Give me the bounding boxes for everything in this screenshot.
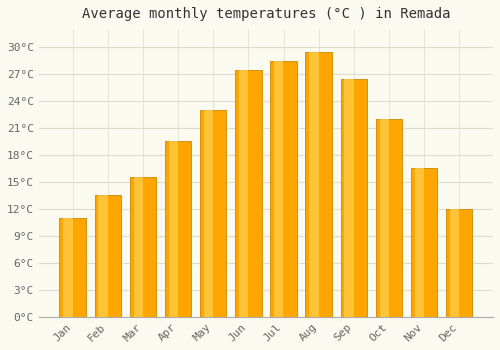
Bar (239, 70, 248, 317)
Bar (310, 51, 318, 317)
Bar (344, 78, 354, 317)
Title: Average monthly temperatures (°C ) in Remada: Average monthly temperatures (°C ) in Re… (82, 7, 450, 21)
Bar (235, 70, 262, 317)
Bar (306, 51, 332, 317)
Bar (60, 218, 86, 317)
Bar (380, 119, 389, 317)
Bar (165, 141, 191, 317)
Bar (94, 195, 121, 317)
Bar (98, 195, 108, 317)
Bar (64, 218, 72, 317)
Bar (168, 141, 178, 317)
Bar (270, 61, 296, 317)
Bar (411, 168, 438, 317)
Bar (340, 78, 367, 317)
Bar (376, 119, 402, 317)
Bar (414, 168, 424, 317)
Bar (274, 61, 283, 317)
Bar (130, 177, 156, 317)
Bar (446, 209, 472, 317)
Bar (204, 110, 213, 317)
Bar (134, 177, 143, 317)
Bar (200, 110, 226, 317)
Bar (450, 209, 459, 317)
